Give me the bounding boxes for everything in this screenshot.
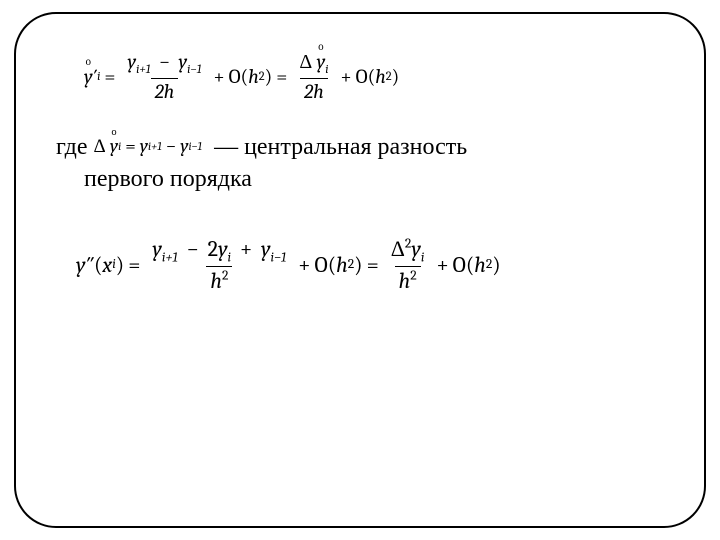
- equals: =: [128, 252, 140, 278]
- delta: Δ: [94, 134, 106, 160]
- pow: 2: [222, 269, 228, 284]
- paren: ): [116, 252, 124, 278]
- paren: ): [265, 65, 273, 88]
- sub: i+1: [162, 250, 178, 265]
- plus: +: [213, 65, 224, 88]
- numerator: Δ2yi: [387, 236, 429, 266]
- h: h: [474, 252, 486, 278]
- y: y: [218, 236, 227, 262]
- denominator: 2h: [300, 78, 328, 103]
- sub: i−1: [187, 63, 201, 77]
- x: x: [102, 252, 112, 278]
- y-ring: y: [84, 65, 93, 88]
- delta: Δ: [299, 50, 312, 73]
- y: y: [152, 236, 161, 262]
- numerator: yi+1 − yi−1: [123, 50, 205, 78]
- h: h: [210, 268, 222, 294]
- y-ring: y: [317, 50, 326, 73]
- where-word: где: [56, 131, 88, 163]
- minus: −: [166, 134, 177, 160]
- inline-definition: Δ yi = yi+1 − yi−1: [94, 134, 203, 160]
- plus: +: [240, 236, 252, 262]
- y: y: [261, 236, 270, 262]
- paren: (: [466, 252, 474, 278]
- definition-text: где Δ yi = yi+1 − yi−1 — центральная раз…: [56, 131, 664, 196]
- paren: (: [368, 65, 376, 88]
- paren: ): [392, 65, 400, 88]
- equals: =: [276, 65, 287, 88]
- big-o: O: [315, 252, 328, 278]
- numerator: Δ yi: [295, 50, 332, 78]
- sub-i: i: [97, 70, 100, 84]
- numerator: yi+1 − 2yi + yi−1: [148, 236, 290, 266]
- double-prime: ″: [85, 252, 93, 278]
- paren: ): [492, 252, 500, 278]
- equals: =: [104, 65, 115, 88]
- text-line-1: где Δ yi = yi+1 − yi−1 — центральная раз…: [56, 131, 664, 163]
- y: y: [140, 134, 148, 160]
- denominator: h2: [395, 266, 421, 294]
- pow: 2: [410, 269, 416, 284]
- big-o: O: [229, 65, 241, 88]
- sub: i+1: [136, 63, 150, 77]
- big-o: O: [356, 65, 368, 88]
- h: h: [375, 65, 386, 88]
- sub: i: [228, 250, 232, 265]
- sub: i−1: [271, 250, 287, 265]
- denominator: h2: [206, 266, 232, 294]
- sub: i: [118, 139, 121, 155]
- equals: =: [367, 252, 379, 278]
- y-ring: y: [110, 134, 118, 160]
- equation-2: y″(xi) = yi+1 − 2yi + yi−1 h2 + O(h2) = …: [76, 236, 664, 294]
- sub: i−1: [188, 139, 202, 155]
- y: y: [178, 50, 187, 73]
- paren: (: [241, 65, 249, 88]
- y: y: [180, 134, 188, 160]
- delta: Δ: [391, 236, 405, 262]
- em-dash: —: [214, 131, 238, 163]
- two: 2: [208, 236, 218, 262]
- equation-1: y′i = yi+1 − yi−1 2h + O(h2) = Δ yi 2h +…: [84, 50, 664, 103]
- sub: i: [325, 63, 328, 77]
- fraction-2: Δ2yi h2: [387, 236, 429, 294]
- slide-frame: y′i = yi+1 − yi−1 2h + O(h2) = Δ yi 2h +…: [14, 12, 706, 528]
- equals: =: [125, 134, 136, 160]
- y: y: [76, 252, 85, 278]
- minus: −: [187, 236, 199, 262]
- y: y: [127, 50, 136, 73]
- desc-part-1: центральная разность: [244, 131, 467, 163]
- paren: (: [328, 252, 336, 278]
- paren: ): [354, 252, 362, 278]
- h: h: [399, 268, 411, 294]
- fraction-1: yi+1 − 2yi + yi−1 h2: [148, 236, 290, 294]
- fraction-1: yi+1 − yi−1 2h: [123, 50, 205, 103]
- text-line-2: первого порядка: [56, 163, 664, 195]
- y: y: [411, 236, 420, 262]
- h: h: [248, 65, 259, 88]
- h: h: [336, 252, 348, 278]
- fraction-2: Δ yi 2h: [295, 50, 332, 103]
- plus: +: [341, 65, 352, 88]
- big-o: O: [453, 252, 466, 278]
- plus: +: [436, 252, 448, 278]
- sub: i+1: [148, 139, 162, 155]
- minus: −: [159, 50, 170, 73]
- sub: i: [421, 250, 425, 265]
- plus: +: [298, 252, 310, 278]
- denominator: 2h: [151, 78, 179, 103]
